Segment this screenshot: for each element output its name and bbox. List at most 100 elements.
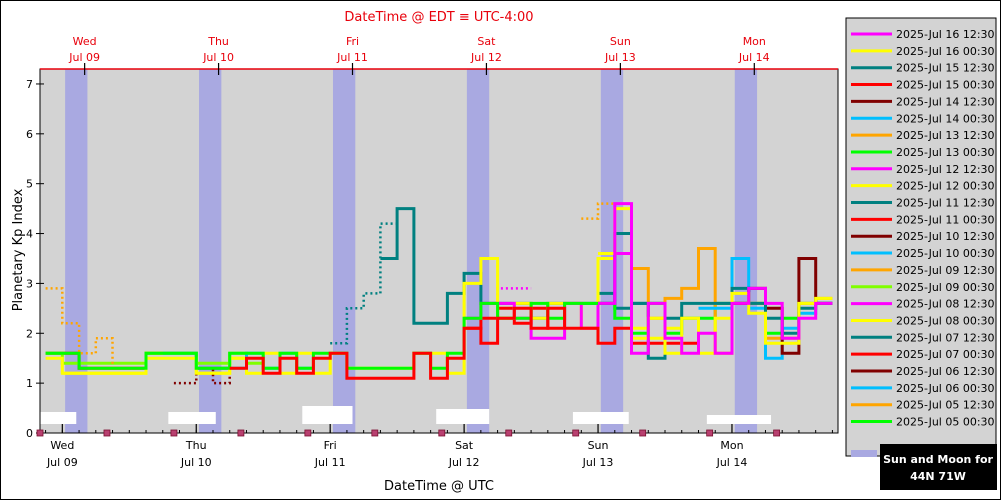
sun-moon-note-line2: 44N 71W [910,470,966,483]
sun-bar-1 [168,412,216,424]
sun-bar-3 [436,409,490,424]
legend-label-20: 2025-Jul 06 12:30 [896,365,995,378]
x-bottom-date-0: Jul 09 [46,456,78,469]
x-top-date-1: Jul 10 [202,51,234,64]
x-bottom-date-5: Jul 14 [716,456,748,469]
sun-moon-note: Sun and Moon for 44N 71W [880,444,997,490]
legend: 2025-Jul 16 12:30 2025-Jul 16 00:30 2025-J… [845,17,997,473]
legend-label-16: 2025-Jul 08 12:30 [896,298,995,311]
legend-label-13: 2025-Jul 10 00:30 [896,247,995,260]
series-line-18 [330,222,398,345]
x-bottom-day-4: Sun [588,439,609,452]
x-axis-marker-7 [505,429,513,437]
legend-label-1: 2025-Jul 16 00:30 [896,45,995,58]
moon-band-2 [332,69,356,433]
x-top-date-3: Jul 12 [470,51,502,64]
legend-label-19: 2025-Jul 07 00:30 [896,348,995,361]
legend-label-0: 2025-Jul 16 12:30 [896,28,995,41]
legend-label-10: 2025-Jul 11 12:30 [896,197,995,210]
x-axis-marker-0 [36,429,44,437]
y-tick-label-5: 5 [26,178,33,191]
moon-band-5 [734,69,758,433]
y-tick-label-3: 3 [26,277,33,290]
legend-label-15: 2025-Jul 09 00:30 [896,281,995,294]
x-top-date-2: Jul 11 [336,51,368,64]
x-top-date-5: Jul 14 [738,51,770,64]
x-top-day-3: Sat [477,35,496,48]
x-bottom-date-4: Jul 13 [582,456,614,469]
moon-band-1 [199,69,222,433]
series-line-3 [229,306,699,380]
x-bottom-day-5: Mon [720,439,743,452]
x-bottom-date-3: Jul 12 [448,456,480,469]
series-line-2 [598,232,833,360]
axes: 0 1 2 3 4 5 6 7 Wed Jul 09 Thu Jul 10 Fri Jul 11 Sat Ju… [26,35,839,469]
legend-label-9: 2025-Jul 12 00:30 [896,180,995,193]
legend-label-2: 2025-Jul 15 12:30 [896,62,995,75]
x-bottom-date-2: Jul 11 [314,456,346,469]
series-line-14 [45,287,130,370]
x-top-date-0: Jul 09 [68,51,100,64]
x-top-day-4: Sun [610,35,631,48]
y-tick-label-2: 2 [26,327,33,340]
y-axis-label: Planetary Kp Index [11,188,26,311]
sun-bar-5 [706,415,772,424]
x-top-day-0: Wed [73,35,97,48]
sun-bar-4 [572,412,629,424]
x-bottom-day-0: Wed [50,439,74,452]
legend-label-23: 2025-Jul 05 00:30 [896,416,995,429]
legend-label-6: 2025-Jul 13 12:30 [896,129,995,142]
y-tick-label-7: 7 [26,78,33,91]
x-axis-marker-3 [237,429,245,437]
x-axis-marker-5 [371,429,379,437]
x-axis-marker-9 [639,429,647,437]
x-bottom-date-1: Jul 10 [180,456,212,469]
plot-area [40,69,838,433]
series-line-0 [598,202,833,355]
x-axis-marker-10 [706,429,714,437]
sun-moon-note-line1: Sun and Moon for [883,453,993,466]
legend-label-12: 2025-Jul 10 12:30 [896,230,995,243]
legend-label-18: 2025-Jul 07 12:30 [896,331,995,344]
x-axis-label: DateTime @ UTC [384,479,494,494]
legend-label-3: 2025-Jul 15 00:30 [896,79,995,92]
legend-label-5: 2025-Jul 14 00:30 [896,112,995,125]
y-tick-label-1: 1 [26,377,33,390]
y-tick-label-0: 0 [26,427,33,440]
chart-title: DateTime @ EDT ≡ UTC-4:00 [344,10,533,25]
sun-bar-2 [302,406,353,424]
y-tick-label-6: 6 [26,128,33,141]
x-axis-marker-11 [773,429,781,437]
x-bottom-day-1: Thu [185,439,207,452]
legend-label-8: 2025-Jul 12 12:30 [896,163,995,176]
moon-band-0 [65,69,88,433]
x-bottom-day-2: Fri [324,439,337,452]
legend-label-21: 2025-Jul 06 00:30 [896,382,995,395]
x-top-day-5: Mon [743,35,766,48]
legend-label-11: 2025-Jul 11 00:30 [896,213,995,226]
x-axis-marker-6 [438,429,446,437]
legend-label-14: 2025-Jul 09 12:30 [896,264,995,277]
x-axis-marker-8 [572,429,580,437]
legend-label-22: 2025-Jul 05 12:30 [896,399,995,412]
moon-band-4 [600,69,624,433]
x-axis-marker-2 [170,429,178,437]
sun-bar-0 [40,412,77,424]
legend-moon-swatch [851,450,877,457]
x-bottom-day-3: Sat [455,439,474,452]
x-top-day-1: Thu [207,35,229,48]
series-line-22 [581,202,615,220]
legend-label-7: 2025-Jul 13 00:30 [896,146,995,159]
x-top-day-2: Fri [346,35,359,48]
series-line-12 [173,366,247,385]
legend-label-17: 2025-Jul 08 00:30 [896,314,995,327]
x-axis-marker-1 [103,429,111,437]
x-axis-marker-4 [304,429,312,437]
x-top-date-4: Jul 13 [604,51,636,64]
legend-label-4: 2025-Jul 14 12:30 [896,95,995,108]
y-tick-label-4: 4 [26,228,33,241]
plot-background [40,69,838,433]
moon-band-3 [466,69,490,433]
